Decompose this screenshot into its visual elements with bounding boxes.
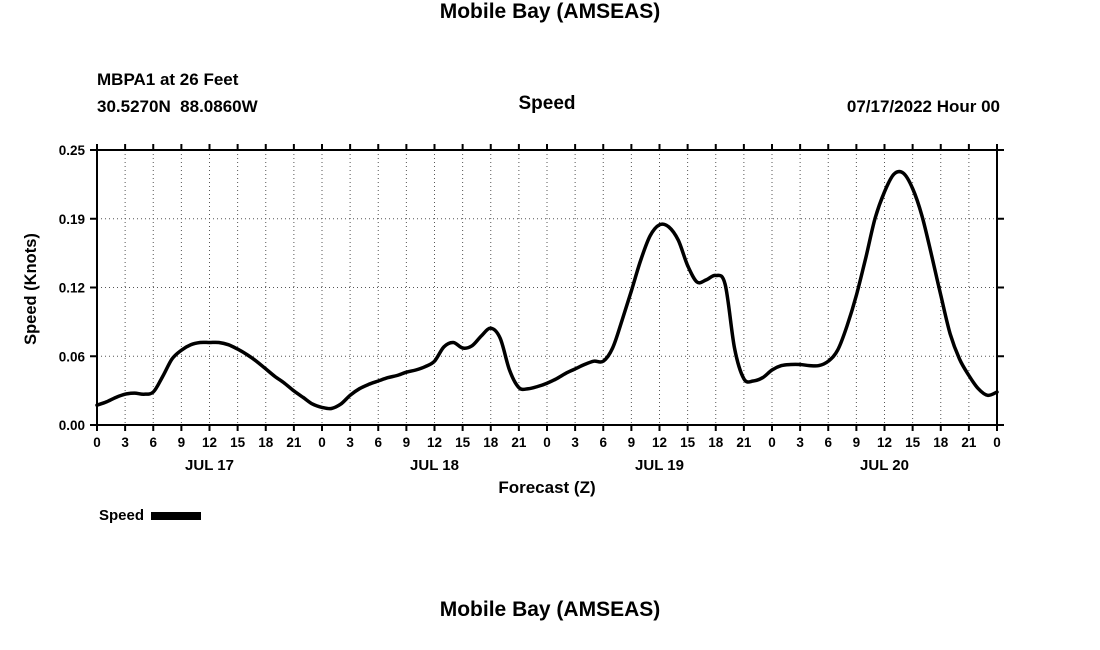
svg-text:9: 9 bbox=[178, 435, 186, 450]
svg-text:JUL 17: JUL 17 bbox=[185, 457, 234, 474]
svg-text:15: 15 bbox=[905, 435, 921, 450]
panel-title: Speed bbox=[518, 93, 576, 114]
plot-frame bbox=[96, 149, 998, 426]
axis-tick-labels: 0 3 6 9 12 15 18 21 0 3 6 9 12 15 18 21 0 3 6 9 12 15 18 21 0 3 6 9… bbox=[59, 143, 1001, 450]
svg-text:21: 21 bbox=[961, 435, 977, 450]
svg-text:18: 18 bbox=[708, 435, 724, 450]
svg-text:0: 0 bbox=[543, 435, 551, 450]
x-axis-label: Forecast (Z) bbox=[498, 478, 596, 497]
svg-text:9: 9 bbox=[628, 435, 636, 450]
svg-text:12: 12 bbox=[877, 435, 892, 450]
svg-text:21: 21 bbox=[736, 435, 752, 450]
svg-text:12: 12 bbox=[652, 435, 667, 450]
legend-swatch bbox=[151, 511, 202, 520]
svg-text:6: 6 bbox=[599, 435, 607, 450]
svg-text:3: 3 bbox=[346, 435, 354, 450]
svg-text:15: 15 bbox=[680, 435, 696, 450]
svg-text:0: 0 bbox=[768, 435, 776, 450]
svg-text:9: 9 bbox=[403, 435, 411, 450]
svg-text:21: 21 bbox=[511, 435, 527, 450]
speed-series-line bbox=[95, 169, 999, 411]
legend: Speed bbox=[99, 507, 202, 524]
svg-text:0: 0 bbox=[993, 435, 1001, 450]
chart-title-bottom: Mobile Bay (AMSEAS) bbox=[439, 598, 661, 621]
station-label: MBPA1 at 26 Feet bbox=[97, 70, 239, 89]
svg-text:3: 3 bbox=[796, 435, 804, 450]
chart-title-top: Mobile Bay (AMSEAS) bbox=[439, 0, 661, 23]
svg-text:15: 15 bbox=[230, 435, 246, 450]
svg-text:JUL 18: JUL 18 bbox=[410, 457, 459, 474]
legend-label: Speed bbox=[99, 507, 145, 524]
svg-text:0.12: 0.12 bbox=[59, 281, 85, 296]
svg-text:0.25: 0.25 bbox=[59, 143, 86, 158]
svg-text:6: 6 bbox=[374, 435, 382, 450]
svg-text:0: 0 bbox=[93, 435, 101, 450]
svg-text:15: 15 bbox=[455, 435, 471, 450]
location-label: 30.5270N 88.0860W bbox=[97, 97, 258, 116]
svg-text:0.19: 0.19 bbox=[59, 212, 85, 227]
svg-text:18: 18 bbox=[483, 435, 499, 450]
day-labels: JUL 17 JUL 18 JUL 19 JUL 20 bbox=[185, 457, 909, 474]
svg-text:12: 12 bbox=[427, 435, 442, 450]
svg-text:21: 21 bbox=[286, 435, 302, 450]
svg-text:12: 12 bbox=[202, 435, 217, 450]
svg-text:JUL 20: JUL 20 bbox=[860, 457, 909, 474]
svg-text:6: 6 bbox=[149, 435, 157, 450]
svg-text:18: 18 bbox=[258, 435, 274, 450]
svg-text:6: 6 bbox=[824, 435, 832, 450]
init-time-label: 07/17/2022 Hour 00 bbox=[846, 97, 1000, 116]
svg-text:3: 3 bbox=[121, 435, 129, 450]
svg-text:0: 0 bbox=[318, 435, 326, 450]
axis-ticks bbox=[90, 144, 1004, 431]
svg-text:3: 3 bbox=[571, 435, 579, 450]
svg-text:9: 9 bbox=[853, 435, 861, 450]
svg-text:0.00: 0.00 bbox=[59, 418, 85, 433]
svg-text:18: 18 bbox=[933, 435, 949, 450]
svg-text:0.06: 0.06 bbox=[59, 349, 86, 364]
svg-text:JUL 19: JUL 19 bbox=[635, 457, 684, 474]
